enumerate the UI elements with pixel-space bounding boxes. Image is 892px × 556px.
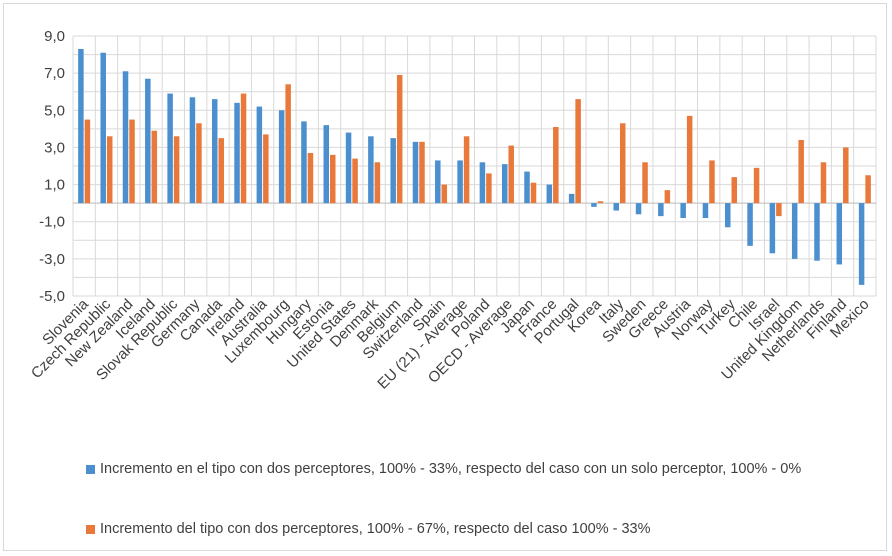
bar-series-1	[412, 141, 419, 204]
bar-series-1	[858, 203, 865, 285]
bar-series-2	[820, 162, 827, 204]
bar-series-1	[122, 71, 129, 204]
bar-series-1	[702, 203, 709, 218]
bar-series-2	[285, 84, 291, 204]
bar-series-1	[836, 203, 843, 265]
chart-frame: 9,0 7,0 5,0 3,0 1,0 -1,0 -3,0 -5,0 Slovenia Czec…	[3, 3, 887, 551]
bar-series-2	[664, 190, 671, 204]
y-tick-label: 9,0	[44, 28, 65, 45]
bar-series-1	[501, 164, 508, 204]
y-tick-label: 7,0	[44, 65, 65, 82]
bar-series-2	[441, 184, 448, 204]
legend-entry-series-1: Incremento en el tipo con dos perceptore…	[86, 457, 840, 481]
y-tick-label: -3,0	[39, 251, 65, 268]
bar-series-1	[145, 78, 151, 204]
y-tick-label: 1,0	[44, 177, 65, 194]
bar-series-1	[479, 162, 486, 204]
grid	[72, 35, 877, 297]
bar-series-1	[546, 184, 553, 204]
bar-series-2	[352, 158, 358, 204]
y-tick-label: -1,0	[39, 214, 65, 231]
bar-series-1	[457, 160, 463, 204]
bar-series-1	[524, 171, 530, 204]
bar-series-2	[129, 119, 135, 204]
bar-series-1	[658, 203, 664, 217]
bar-series-2	[530, 182, 537, 204]
bar-series-1	[568, 193, 575, 204]
bar-series-2	[597, 201, 604, 204]
bar-series-2	[731, 177, 738, 204]
bar-series-2	[374, 162, 381, 204]
bar-series-2	[642, 162, 648, 204]
bar-series-2	[508, 145, 514, 204]
bar-series-1	[323, 125, 330, 204]
bar-series-2	[84, 119, 91, 204]
bar-series-2	[263, 134, 269, 204]
bar-series-1	[725, 203, 731, 228]
bar-series-1	[78, 49, 84, 204]
bar-series-2	[553, 127, 559, 204]
bar-series-1	[613, 203, 619, 211]
legend-swatch-blue	[86, 465, 95, 474]
bar-series-1	[591, 203, 597, 207]
bar-series-1	[814, 203, 820, 261]
bar-series-2	[151, 130, 158, 204]
chart-plot: 9,0 7,0 5,0 3,0 1,0 -1,0 -3,0 -5,0 SloveniaCzec…	[28, 28, 877, 393]
bar-series-2	[330, 154, 336, 204]
legend-swatch-orange	[86, 525, 95, 534]
bars	[78, 49, 871, 285]
bar-series-2	[173, 136, 180, 204]
bar-series-2	[776, 203, 782, 217]
bar-series-2	[240, 93, 247, 204]
bar-series-2	[307, 153, 314, 204]
bar-series-2	[486, 173, 492, 204]
bar-series-1	[791, 203, 798, 259]
bar-series-1	[435, 160, 441, 204]
bar-series-1	[390, 138, 396, 204]
y-axis-ticks: 9,0 7,0 5,0 3,0 1,0 -1,0 -3,0 -5,0	[39, 28, 65, 305]
legend-label-series-2: Incremento del tipo con dos perceptores,…	[100, 521, 651, 537]
bar-series-2	[419, 141, 425, 204]
bar-series-1	[100, 52, 106, 204]
bar-series-1	[211, 99, 218, 204]
bar-series-2	[218, 138, 224, 204]
bar-series-1	[680, 203, 686, 218]
bar-series-1	[278, 110, 285, 204]
legend-entry-series-2: Incremento del tipo con dos perceptores,…	[86, 517, 840, 541]
bar-series-2	[196, 123, 202, 204]
bar-series-2	[843, 147, 849, 204]
bar-series-2	[106, 136, 113, 204]
y-tick-label: -5,0	[39, 288, 65, 305]
bar-series-1	[301, 121, 307, 204]
bar-series-1	[635, 203, 642, 215]
bar-series-1	[167, 93, 173, 204]
y-tick-label: 3,0	[44, 139, 65, 156]
bar-series-1	[747, 203, 753, 246]
bar-series-2	[463, 136, 470, 204]
bar-series-1	[769, 203, 776, 254]
bar-series-1	[234, 102, 240, 204]
bar-series-2	[753, 167, 760, 204]
bar-series-2	[798, 140, 804, 204]
y-tick-label: 5,0	[44, 102, 65, 119]
bar-series-2	[575, 99, 581, 204]
bar-series-1	[256, 106, 263, 204]
bar-series-1	[189, 97, 196, 204]
bar-series-2	[619, 123, 626, 204]
bar-series-2	[396, 75, 403, 204]
bar-series-2	[709, 160, 715, 204]
bar-series-1	[368, 136, 374, 204]
legend-label-series-1: Incremento en el tipo con dos perceptore…	[100, 461, 802, 477]
bar-series-2	[686, 115, 693, 204]
bar-series-2	[865, 175, 871, 204]
bar-series-1	[345, 132, 352, 204]
